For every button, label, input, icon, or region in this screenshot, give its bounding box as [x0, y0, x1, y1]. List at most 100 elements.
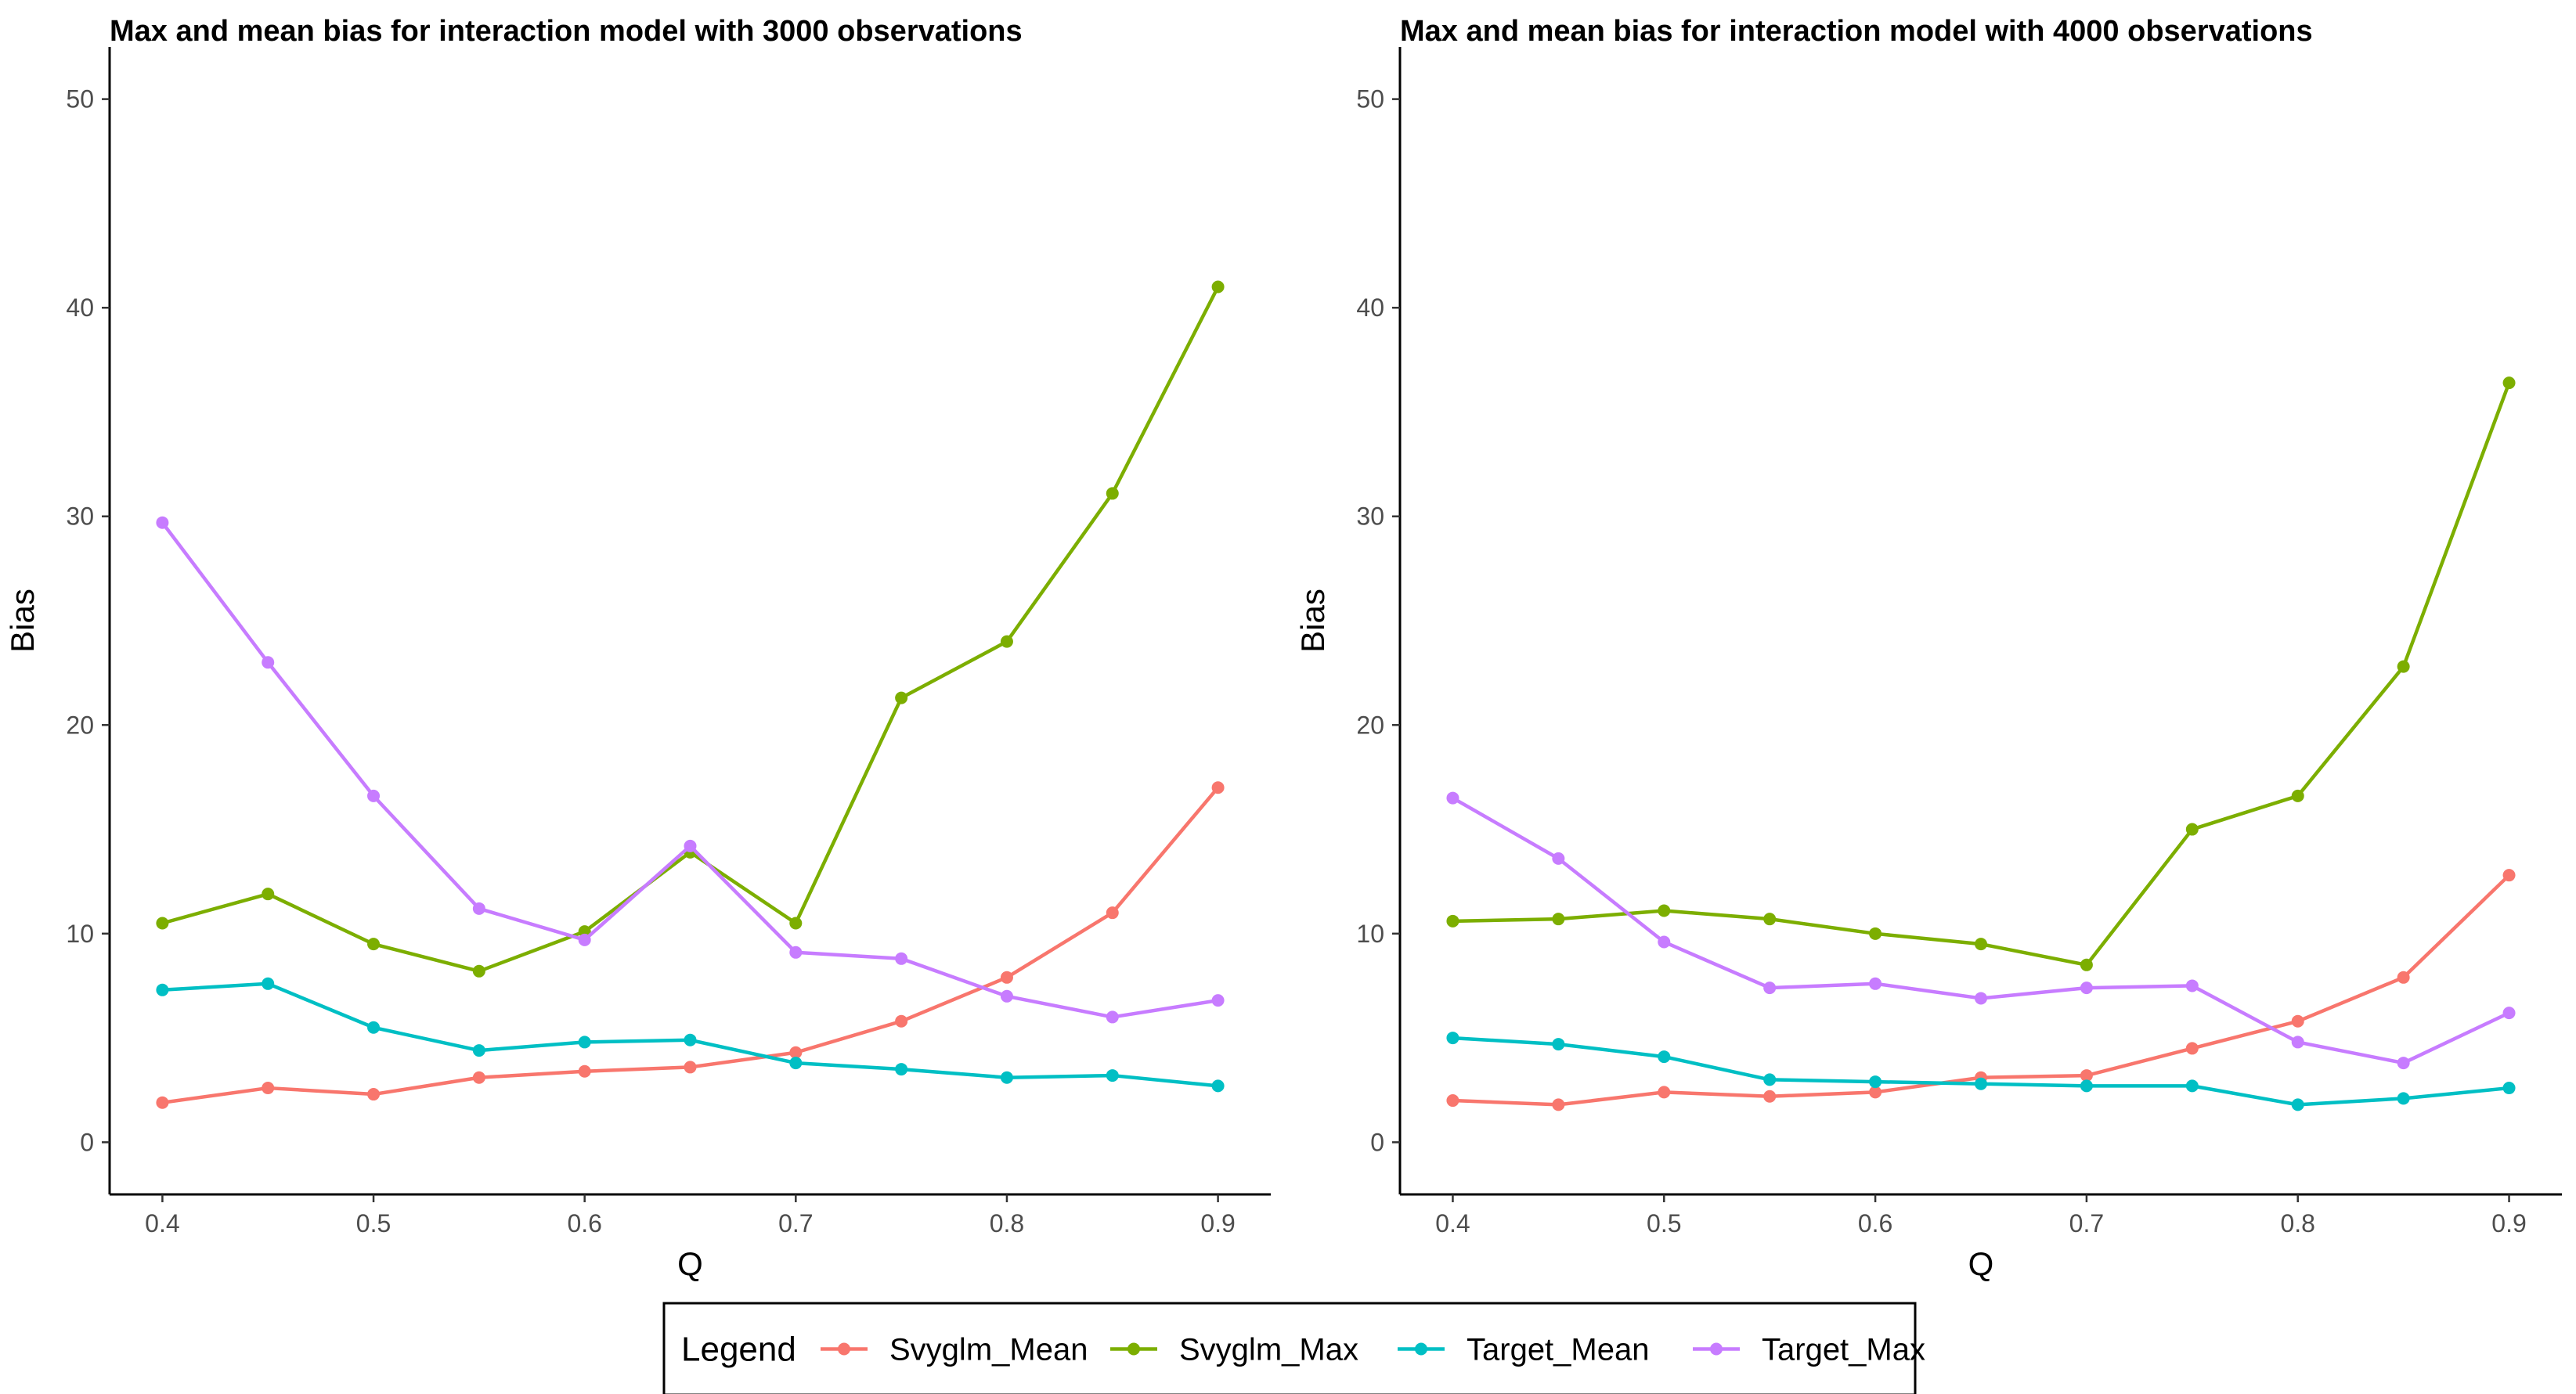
- legend: Legend Svyglm_Mean Svyglm_Max Target_Mean Ta…: [662, 1302, 1925, 1394]
- chart-title: Max and mean bias for interaction model …: [110, 15, 1023, 48]
- data-point-svyglm-max: [2080, 958, 2093, 971]
- series-target-max: [1446, 791, 2516, 1070]
- data-point-target-max: [2502, 1007, 2516, 1020]
- data-point-svyglm-mean: [789, 1046, 803, 1059]
- legend-key-point: [1127, 1342, 1140, 1356]
- data-point-svyglm-mean: [1763, 1090, 1777, 1103]
- y-tick-label: 10: [1356, 920, 1384, 948]
- series-line-target-max: [161, 521, 1218, 1019]
- data-point-svyglm-mean: [1869, 1086, 1882, 1099]
- data-point-target-mean: [2502, 1082, 2516, 1095]
- data-point-target-max: [1552, 852, 1565, 865]
- data-point-svyglm-mean: [367, 1088, 381, 1101]
- x-tick-label: 0.8: [2280, 1209, 2314, 1237]
- data-point-svyglm-mean: [472, 1071, 485, 1084]
- data-point-svyglm-max: [789, 917, 803, 930]
- data-point-svyglm-max: [472, 964, 485, 978]
- data-point-target-mean: [472, 1044, 485, 1057]
- data-point-target-max: [578, 933, 591, 946]
- x-tick-label: 0.7: [2069, 1209, 2104, 1237]
- data-point-target-max: [1975, 992, 1987, 1005]
- y-tick-label: 40: [1356, 294, 1384, 322]
- y-tick-label: 30: [66, 502, 94, 531]
- data-point-svyglm-mean: [1446, 1094, 1459, 1108]
- y-tick-label: 20: [66, 711, 94, 739]
- chart-panel-1: Max and mean bias for interaction model …: [4, 15, 1271, 1282]
- y-tick-label: 30: [1356, 502, 1384, 531]
- data-point-svyglm-mean: [2185, 1042, 2199, 1055]
- data-point-target-mean: [262, 977, 275, 990]
- series-svyglm-max: [1446, 376, 2516, 971]
- series-target-max: [156, 516, 1225, 1024]
- x-tick-label: 0.6: [1858, 1209, 1892, 1237]
- legend-label: Svyglm_Mean: [889, 1333, 1088, 1367]
- series-target-mean: [1446, 1032, 2516, 1111]
- y-tick-label: 10: [66, 920, 94, 948]
- data-point-target-mean: [156, 983, 169, 996]
- series-target-mean: [156, 977, 1225, 1093]
- data-point-svyglm-mean: [895, 1014, 908, 1028]
- data-point-target-mean: [1106, 1069, 1119, 1082]
- data-point-target-mean: [684, 1033, 697, 1046]
- y-tick-label: 0: [1370, 1128, 1384, 1156]
- data-point-target-max: [789, 946, 803, 959]
- legend-item-svyglm-mean: Svyglm_Mean: [821, 1333, 1088, 1367]
- data-point-target-max: [367, 789, 381, 802]
- legend-key-point: [1710, 1342, 1723, 1356]
- data-point-svyglm-max: [156, 917, 169, 930]
- data-point-target-mean: [2080, 1079, 2093, 1093]
- data-point-target-mean: [2291, 1098, 2304, 1111]
- data-point-target-max: [2291, 1036, 2304, 1049]
- data-point-svyglm-max: [1763, 913, 1777, 926]
- data-point-target-max: [2185, 979, 2199, 992]
- y-tick-label: 50: [66, 85, 94, 113]
- x-tick-label: 0.7: [778, 1209, 813, 1237]
- data-point-svyglm-max: [2185, 823, 2199, 836]
- series-line-target-max: [1452, 796, 2510, 1065]
- data-point-target-max: [1000, 989, 1013, 1003]
- chart-panel-2: Max and mean bias for interaction model …: [1294, 15, 2562, 1282]
- data-point-svyglm-mean: [1000, 971, 1013, 984]
- data-point-svyglm-max: [2502, 376, 2516, 390]
- series-line-svyglm-mean: [162, 786, 1220, 1104]
- legend-label: Target_Mean: [1467, 1333, 1649, 1367]
- legend-item-target-mean: Target_Mean: [1398, 1333, 1649, 1367]
- x-axis-title: Q: [1968, 1245, 1994, 1282]
- data-point-svyglm-mean: [2080, 1069, 2093, 1082]
- series-line-svyglm-max: [1452, 382, 2511, 967]
- data-point-svyglm-mean: [1658, 1086, 1671, 1099]
- data-point-svyglm-mean: [262, 1082, 275, 1095]
- legend-title: Legend: [681, 1331, 796, 1369]
- data-point-target-max: [2397, 1057, 2410, 1070]
- x-axis-title: Q: [677, 1245, 703, 1282]
- y-tick-label: 40: [66, 294, 94, 322]
- data-point-target-mean: [1552, 1038, 1565, 1051]
- chart-title: Max and mean bias for interaction model …: [1400, 15, 2313, 48]
- data-point-svyglm-max: [1106, 487, 1119, 500]
- data-point-target-mean: [2397, 1092, 2410, 1105]
- data-point-target-mean: [895, 1063, 908, 1076]
- data-point-svyglm-mean: [578, 1064, 591, 1078]
- data-point-svyglm-max: [1869, 927, 1882, 940]
- data-point-svyglm-max: [1446, 914, 1459, 928]
- data-point-svyglm-max: [1658, 904, 1671, 917]
- legend-key-point: [838, 1342, 850, 1356]
- x-tick-label: 0.4: [1435, 1209, 1470, 1237]
- data-point-svyglm-max: [367, 938, 381, 951]
- y-tick-label: 0: [80, 1128, 94, 1156]
- legend-label: Target_Max: [1762, 1333, 1925, 1367]
- series-svyglm-mean: [1446, 869, 2516, 1111]
- x-tick-label: 0.5: [1647, 1209, 1681, 1237]
- data-point-target-max: [1869, 977, 1882, 990]
- data-point-target-mean: [1658, 1050, 1671, 1064]
- legend-item-target-max: Target_Max: [1693, 1333, 1925, 1367]
- data-point-target-mean: [789, 1057, 803, 1070]
- x-tick-label: 0.9: [2491, 1209, 2526, 1237]
- data-point-svyglm-max: [1000, 635, 1013, 648]
- data-point-svyglm-max: [1552, 913, 1565, 926]
- data-point-target-mean: [1869, 1075, 1882, 1089]
- data-point-target-mean: [1763, 1073, 1777, 1086]
- legend-key-point: [1415, 1342, 1427, 1356]
- data-point-svyglm-mean: [1552, 1098, 1565, 1111]
